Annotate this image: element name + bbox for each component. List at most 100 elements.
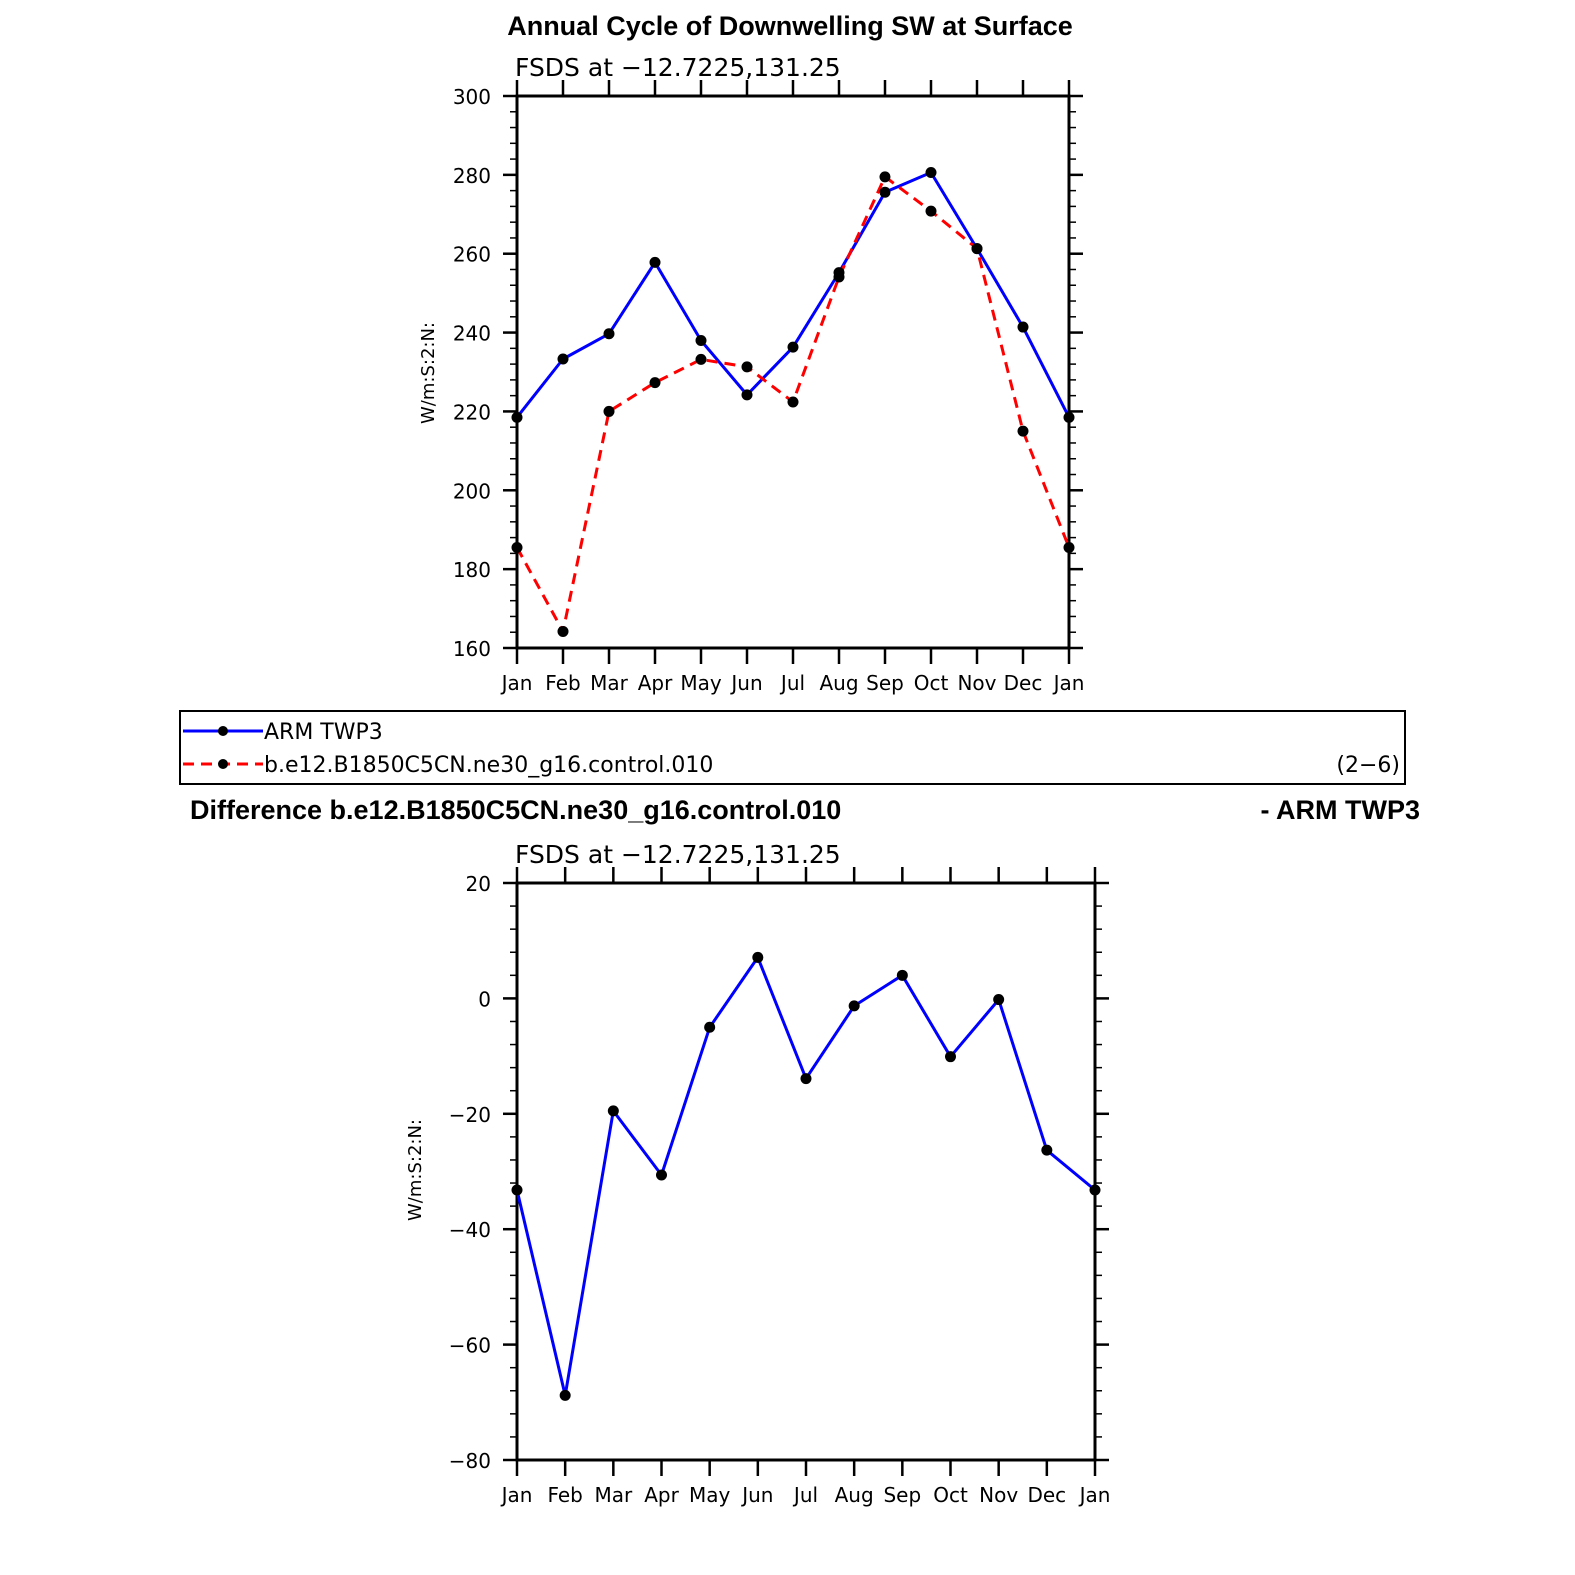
top-x-tick-labels: Jan Feb Mar Apr May Jun Jul Aug Sep Oct Nov Dec Jan: [500, 671, 1085, 695]
bottom-chart: Difference b.e12.B1850C5CN.ne30_g16.cont…: [190, 795, 1420, 1507]
top-series-0-point: [695, 334, 707, 346]
bottom-ytick-label: −80: [449, 1449, 491, 1473]
top-series-1-point: [1063, 541, 1075, 553]
top-series-0-point: [879, 186, 891, 198]
bottom-series-0-point: [559, 1389, 571, 1401]
top-ytick-label: 200: [453, 479, 491, 503]
legend-label-arm: ARM TWP3: [264, 720, 383, 745]
top-series-line-0: [515, 171, 1071, 419]
bottom-xtick-label: Jun: [740, 1483, 773, 1507]
legend-box: [179, 710, 1406, 785]
top-series-0-point: [925, 166, 937, 178]
bottom-xtick-label: Nov: [979, 1483, 1018, 1507]
top-series-1-point: [557, 625, 569, 637]
top-xtick-label: Jul: [779, 671, 805, 695]
top-xtick-label: Jun: [729, 671, 762, 695]
top-xtick-label: Oct: [914, 671, 949, 695]
top-series-0-point: [1017, 321, 1029, 333]
top-series-1-point: [511, 541, 523, 553]
bottom-xtick-label: Feb: [547, 1483, 582, 1507]
top-series-0-point: [603, 328, 615, 340]
top-xtick-label: Nov: [957, 671, 996, 695]
bottom-ytick-label: 0: [478, 987, 491, 1011]
bottom-ytick-label: −60: [449, 1334, 491, 1358]
bottom-xtick-label: Dec: [1027, 1483, 1066, 1507]
top-ytick-label: 260: [453, 243, 491, 267]
top-xtick-label: Feb: [545, 671, 580, 695]
bottom-series-group: [511, 951, 1101, 1401]
top-series-0-point: [787, 341, 799, 353]
top-series-1-point: [833, 271, 845, 283]
top-chart: Annual Cycle of Downwelling SW at Surfac…: [418, 11, 1084, 695]
top-ytick-label: 160: [453, 637, 491, 661]
bottom-xtick-label: Jan: [1078, 1483, 1111, 1507]
bottom-series-0-point: [607, 1105, 619, 1117]
bottom-series-0-point: [656, 1169, 667, 1181]
bottom-x-tick-labels: Jan Feb Mar Apr May Jun Jul Aug Sep Oct Nov Dec Jan: [500, 1483, 1111, 1507]
top-xtick-label: Dec: [1004, 671, 1043, 695]
bottom-plot-frame: [515, 881, 1097, 1462]
bottom-ytick-label: 20: [466, 872, 491, 896]
panel-label: (2−6): [1336, 753, 1400, 778]
bottom-series-0-point: [511, 1184, 523, 1196]
top-series-0-point: [511, 411, 523, 423]
top-y-axis-label: W/m:S:2:N:: [418, 322, 439, 424]
top-xtick-label: Jan: [500, 671, 533, 695]
top-series-1-point: [603, 405, 615, 417]
top-series-1-point: [1017, 425, 1029, 437]
top-xtick-label: Aug: [819, 671, 858, 695]
top-xtick-label: Mar: [590, 671, 629, 695]
bottom-series-0-point: [800, 1073, 812, 1085]
bottom-chart-subtitle: FSDS at −12.7225,131.25: [515, 840, 841, 869]
bottom-axes-ticks: [503, 867, 1109, 1476]
top-series-0-point: [557, 353, 569, 365]
bottom-xtick-label: Aug: [835, 1483, 874, 1507]
top-series-1-point: [971, 243, 983, 255]
top-xtick-label: Apr: [638, 671, 673, 695]
bottom-xtick-label: May: [689, 1483, 731, 1507]
bottom-series-0-point: [704, 1021, 716, 1033]
bottom-chart-title: Difference b.e12.B1850C5CN.ne30_g16.cont…: [190, 795, 841, 825]
bottom-xtick-label: Mar: [594, 1483, 633, 1507]
legend-marker-arm: [218, 726, 228, 736]
bottom-xtick-label: Jan: [500, 1483, 533, 1507]
legend-label-model: b.e12.B1850C5CN.ne30_g16.control.010: [264, 753, 713, 778]
top-xtick-label: Jan: [1052, 671, 1085, 695]
top-series-1-point: [787, 396, 799, 408]
bottom-ytick-label: −20: [449, 1103, 491, 1127]
bottom-series-0-point: [896, 969, 908, 981]
top-series-1-point: [879, 171, 891, 183]
top-axes-ticks: [503, 80, 1083, 664]
top-chart-title: Annual Cycle of Downwelling SW at Surfac…: [507, 11, 1073, 41]
top-ytick-label: 220: [453, 400, 491, 424]
top-xtick-label: Sep: [866, 671, 904, 695]
top-y-tick-labels: 160 180 200 220 240 260 280 300: [453, 85, 491, 661]
top-series-1-point: [741, 361, 753, 373]
bottom-xtick-label: Jul: [792, 1483, 818, 1507]
top-ytick-label: 280: [453, 164, 491, 188]
top-series-0-point: [649, 256, 661, 268]
bottom-series-0-point: [1041, 1144, 1053, 1156]
top-series-group: [511, 166, 1075, 637]
top-ytick-label: 180: [453, 558, 491, 582]
bottom-ytick-label: −40: [449, 1218, 491, 1242]
bottom-series-0-point: [1089, 1184, 1101, 1196]
bottom-series-0-point: [752, 951, 764, 963]
bottom-xtick-label: Apr: [644, 1483, 679, 1507]
top-ytick-label: 300: [453, 85, 491, 109]
bottom-series-line-0: [515, 955, 1096, 1397]
top-chart-subtitle: FSDS at −12.7225,131.25: [515, 53, 841, 82]
bottom-xtick-label: Sep: [883, 1483, 921, 1507]
top-plot-frame: [515, 94, 1071, 650]
bottom-series-0-point: [945, 1051, 956, 1063]
bottom-y-tick-labels: −80 −60 −40 −20 0 20: [449, 872, 491, 1473]
bottom-series-0-point: [848, 1000, 860, 1012]
bottom-series-0-point: [993, 994, 1005, 1006]
top-series-1-point: [925, 205, 937, 217]
bottom-y-axis-label: W/m:S:2:N:: [405, 1119, 426, 1221]
top-series-0-point: [741, 389, 753, 401]
legend: ARM TWP3 b.e12.B1850C5CN.ne30_g16.contro…: [179, 710, 1406, 785]
top-xtick-label: May: [680, 671, 722, 695]
top-ytick-label: 240: [453, 322, 491, 346]
